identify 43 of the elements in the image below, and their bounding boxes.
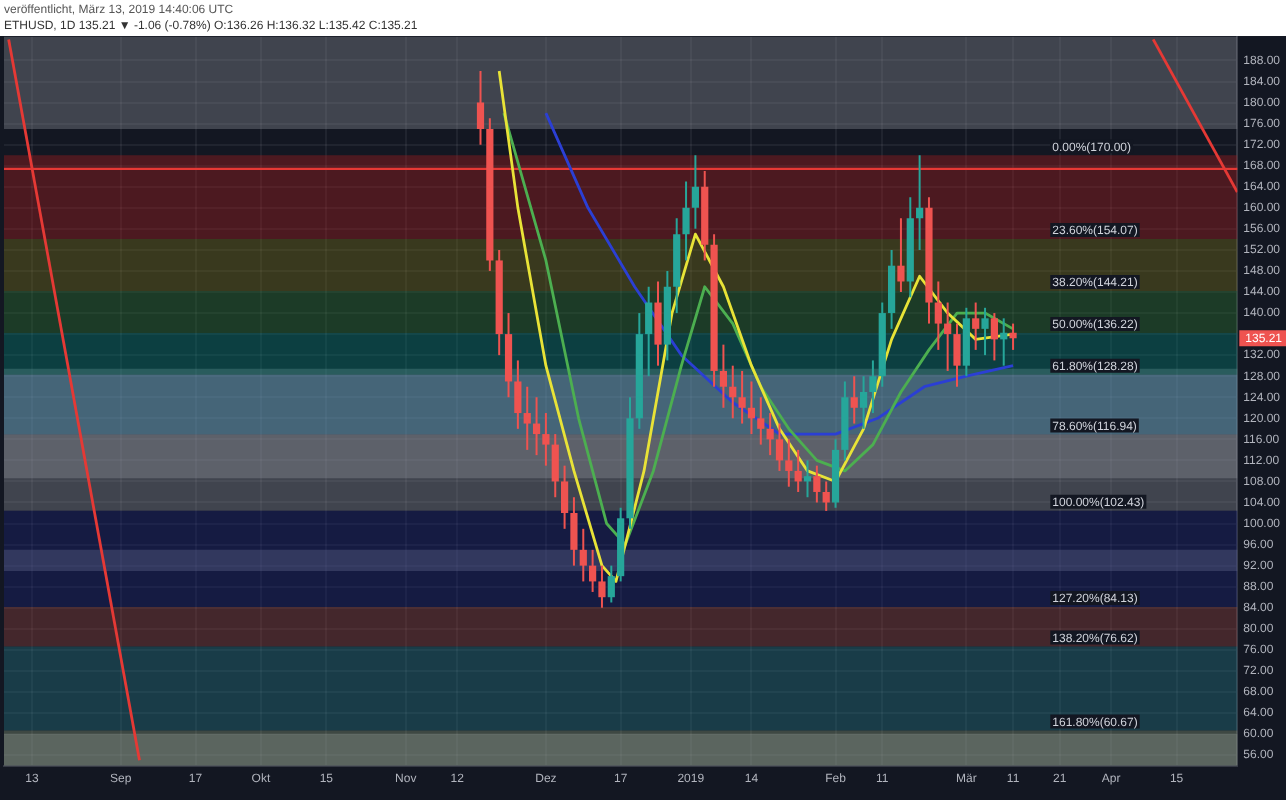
candlestick	[859, 375, 868, 430]
candlestick	[888, 248, 896, 330]
candlestick	[972, 301, 980, 351]
candlestick	[514, 359, 522, 430]
candlestick	[944, 301, 952, 372]
candlestick	[990, 312, 998, 362]
candlestick	[822, 480, 830, 512]
candlestick	[934, 280, 942, 351]
candlestick	[579, 527, 587, 583]
candlestick	[1009, 322, 1017, 351]
candlestick	[682, 180, 690, 262]
candlestick	[747, 380, 756, 436]
candlestick	[785, 438, 793, 488]
candlestick	[794, 448, 802, 493]
candlestick	[850, 375, 858, 425]
candlestick	[645, 285, 653, 378]
candlestick	[775, 422, 784, 472]
candlestick	[691, 154, 699, 230]
candlestick	[916, 154, 924, 251]
candlestick	[803, 459, 812, 499]
candlestick	[962, 306, 970, 378]
candlestick	[607, 564, 615, 604]
candlestick	[551, 433, 559, 499]
candlestick	[589, 548, 597, 593]
candlestick	[757, 396, 765, 446]
candlestick	[897, 217, 905, 294]
candlestick	[504, 312, 513, 399]
candlestick	[729, 364, 737, 420]
candlestick	[813, 464, 821, 504]
candlestick	[738, 369, 746, 425]
candlestick	[869, 359, 877, 415]
candlestick	[719, 343, 728, 409]
candlestick	[523, 385, 531, 451]
candlestick	[953, 322, 961, 388]
candlestick	[981, 306, 989, 357]
candlestick	[598, 564, 606, 609]
candlestick	[654, 280, 662, 367]
candlestick	[766, 412, 774, 457]
candlestick	[476, 70, 485, 146]
candlestick	[570, 496, 578, 567]
candlestick	[532, 396, 541, 457]
candlestick	[542, 412, 550, 467]
candlestick	[560, 464, 569, 530]
